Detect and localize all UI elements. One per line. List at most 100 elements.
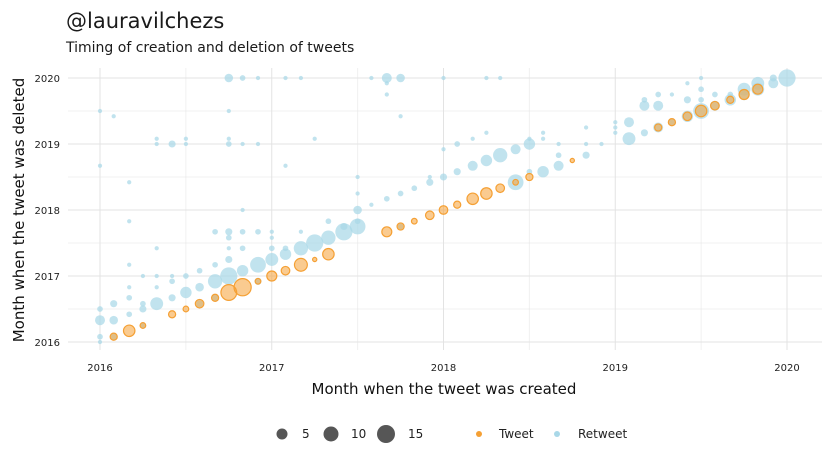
legend-size-swatch-5 xyxy=(276,428,288,440)
legend-size-label-10: 10 xyxy=(351,427,366,441)
retweet-point xyxy=(225,141,232,147)
tweet-point xyxy=(182,305,190,313)
retweet-point xyxy=(226,108,231,114)
legend: 5 10 15 Tweet Retweet xyxy=(276,425,627,443)
retweet-point xyxy=(282,245,289,252)
tweet-point xyxy=(109,332,118,341)
retweet-point xyxy=(298,229,304,234)
retweet-point xyxy=(553,160,564,171)
retweet-point xyxy=(369,202,374,207)
tweet-point xyxy=(233,278,252,297)
tweet-point xyxy=(480,187,493,200)
retweet-point xyxy=(354,218,361,225)
retweet-point xyxy=(523,138,536,150)
tweet-point xyxy=(682,111,693,122)
tweet-point xyxy=(438,205,449,215)
retweet-point xyxy=(225,255,233,264)
retweet-point xyxy=(439,173,448,181)
retweet-point xyxy=(224,73,234,83)
retweet-point xyxy=(226,246,231,251)
retweet-point xyxy=(355,191,360,196)
tweet-point xyxy=(254,277,262,285)
retweet-point xyxy=(353,205,362,215)
retweet-point xyxy=(768,78,779,89)
retweet-point xyxy=(127,262,132,267)
y-tick-label: 2020 xyxy=(35,74,60,85)
y-tick-label: 2016 xyxy=(35,338,60,349)
retweet-point xyxy=(510,144,521,155)
retweet-point xyxy=(769,74,777,82)
retweet-point xyxy=(169,273,175,279)
y-tick-label: 2018 xyxy=(35,206,60,217)
retweet-point xyxy=(583,141,589,147)
retweet-point xyxy=(355,174,360,180)
retweet-point xyxy=(212,261,218,268)
retweet-point xyxy=(239,245,246,252)
tweet-point xyxy=(424,210,435,221)
retweet-point xyxy=(154,141,159,147)
retweet-point xyxy=(441,75,446,81)
retweet-point xyxy=(269,235,274,240)
y-axis-title: Month when the tweet was deleted xyxy=(10,78,28,343)
retweet-point xyxy=(97,306,103,312)
retweet-point xyxy=(126,311,133,318)
retweet-point xyxy=(698,86,704,93)
tweet-point xyxy=(266,270,278,282)
retweet-point xyxy=(239,75,246,81)
retweet-point xyxy=(110,300,118,308)
retweet-point xyxy=(255,141,261,147)
legend-retweet-swatch xyxy=(554,431,560,437)
x-tick-label: 2020 xyxy=(774,363,799,374)
tweet-point xyxy=(752,83,764,95)
retweet-point xyxy=(484,130,489,135)
retweet-point xyxy=(396,73,405,83)
chart-title: @lauravilchezs xyxy=(66,9,224,33)
retweet-point xyxy=(470,136,475,141)
x-tick-label: 2018 xyxy=(431,363,456,374)
retweet-point xyxy=(640,129,648,137)
tweet-point xyxy=(381,226,393,238)
retweet-point xyxy=(540,130,546,135)
retweet-point xyxy=(369,75,374,81)
retweet-point xyxy=(613,120,618,125)
tweet-point xyxy=(280,265,291,276)
retweet-point xyxy=(269,229,274,234)
retweet-point xyxy=(97,339,103,345)
retweet-point xyxy=(283,163,288,168)
retweet-point xyxy=(180,286,192,299)
tweet-point xyxy=(210,293,220,302)
tweet-point xyxy=(667,118,677,127)
tweet-point xyxy=(311,256,318,263)
retweet-point xyxy=(698,75,704,81)
retweet-point xyxy=(240,141,245,147)
retweet-point xyxy=(653,100,664,111)
retweet-point xyxy=(154,285,159,290)
retweet-point xyxy=(306,234,324,252)
retweet-point xyxy=(154,136,159,141)
retweet-point xyxy=(255,75,261,81)
tweet-point xyxy=(167,310,177,319)
retweet-point xyxy=(381,73,392,83)
retweet-point xyxy=(154,273,159,279)
retweet-point xyxy=(453,168,461,176)
retweet-point xyxy=(97,108,103,114)
retweet-point xyxy=(196,267,203,274)
tweet-point xyxy=(410,217,418,225)
retweet-point xyxy=(239,228,246,235)
retweet-point xyxy=(139,305,147,313)
tweet-point xyxy=(122,324,136,338)
retweet-point xyxy=(321,230,336,245)
x-tick-label: 2016 xyxy=(87,363,112,374)
tweet-point xyxy=(710,100,720,111)
retweet-point xyxy=(325,218,332,225)
x-tick-label: 2019 xyxy=(603,363,628,374)
legend-size-swatch-10 xyxy=(323,426,339,442)
retweet-point xyxy=(582,151,590,159)
legend-tweet-label: Tweet xyxy=(498,427,534,441)
retweet-point xyxy=(225,234,232,241)
retweet-point xyxy=(698,96,704,103)
retweet-point xyxy=(250,256,266,273)
retweet-point xyxy=(778,69,796,87)
retweet-point xyxy=(624,117,634,128)
